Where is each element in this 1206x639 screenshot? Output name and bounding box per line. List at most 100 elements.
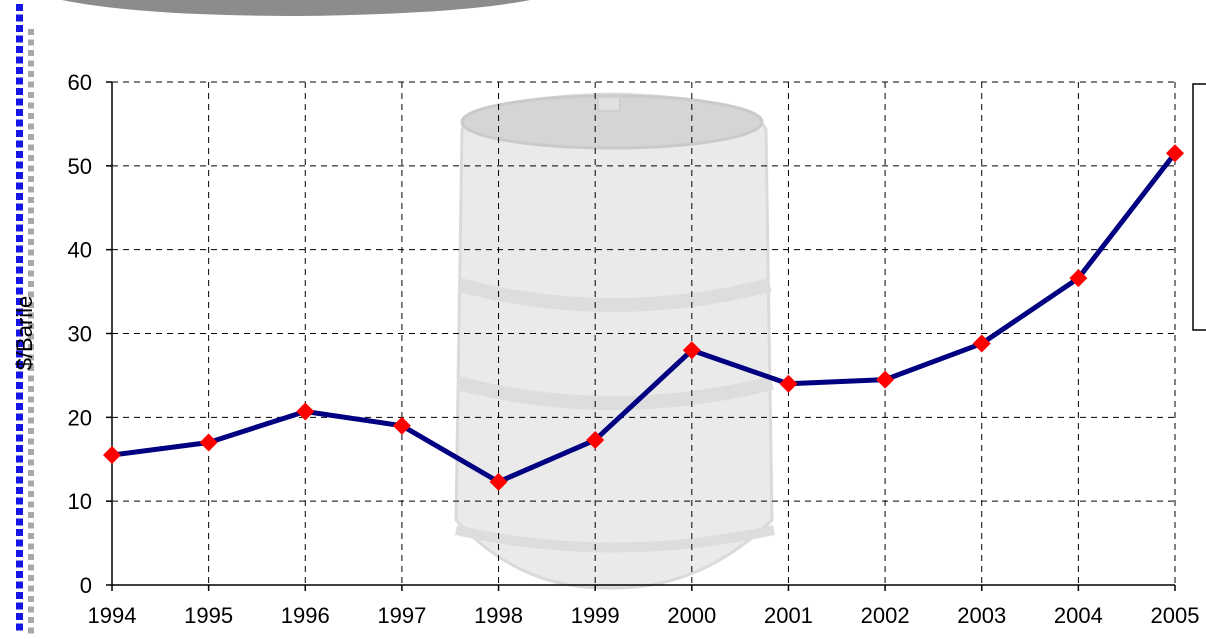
x-tick-label: 2001 [764, 603, 813, 628]
decor-square [28, 270, 34, 277]
decor-square [28, 29, 34, 35]
decor-square [28, 344, 34, 350]
decor-square [16, 497, 23, 505]
decor-square [16, 109, 23, 116]
decor-square [28, 449, 34, 455]
decor-square [16, 329, 23, 337]
y-tick-labels: 0 10 20 30 40 50 60 [68, 70, 92, 598]
decor-square [16, 613, 23, 620]
x-tick-label: 2003 [957, 603, 1006, 628]
decor-square [16, 518, 23, 526]
decor-square [16, 287, 23, 295]
decor-square [16, 298, 23, 305]
decor-square [16, 539, 23, 547]
decor-square [28, 575, 34, 581]
decor-square [28, 512, 34, 518]
series-line [111, 151, 1177, 485]
decor-square [28, 543, 34, 550]
decor-square [28, 585, 34, 592]
decor-square [16, 581, 23, 589]
decor-square [28, 312, 34, 319]
data-point-marker [199, 433, 218, 452]
decor-square [28, 554, 34, 560]
decor-square [16, 571, 23, 578]
decor-square [16, 140, 23, 148]
decor-square [28, 606, 34, 613]
decor-square [16, 623, 23, 631]
decor-square [28, 249, 34, 256]
x-tick-label: 2004 [1054, 603, 1103, 628]
decor-square [16, 224, 23, 232]
y-tick-label: 10 [68, 489, 92, 514]
decor-square [16, 455, 23, 463]
decor-square [16, 413, 23, 421]
x-tick-label: 2002 [861, 603, 910, 628]
decor-square [16, 592, 23, 599]
data-point-marker [682, 341, 701, 360]
decor-square [16, 88, 23, 95]
y-axis-label: $/Barile [12, 296, 37, 371]
decor-square [16, 466, 23, 473]
decor-square [16, 371, 23, 379]
x-tick-label: 2005 [1151, 603, 1200, 628]
decor-square [28, 438, 34, 445]
decor-square [28, 281, 34, 287]
decor-square [28, 428, 34, 434]
decor-square [16, 350, 23, 358]
x-tick-label: 1999 [571, 603, 620, 628]
decor-square [16, 25, 23, 32]
decor-square [28, 239, 34, 245]
decor-square [28, 302, 34, 308]
decor-square [28, 260, 34, 266]
decor-square [16, 340, 23, 347]
decor-square [16, 476, 23, 484]
decor-square [16, 319, 23, 326]
decor-square [16, 56, 23, 64]
decor-square [16, 172, 23, 179]
data-point-marker [103, 446, 121, 465]
decor-square [16, 14, 23, 22]
decor-square [28, 407, 34, 413]
decor-square [28, 291, 34, 298]
x-tick-labels: 1994 1995 1996 1997 1998 1999 2000 2001 2002 2003… [88, 603, 1200, 628]
decor-square [28, 60, 34, 67]
decor-square [16, 193, 23, 200]
decor-square [16, 560, 23, 568]
decor-square [16, 434, 23, 442]
y-tick-label: 0 [80, 573, 92, 598]
decor-square [28, 533, 34, 539]
data-point-marker [1166, 144, 1184, 163]
legend-box [1192, 83, 1206, 331]
decor-square [16, 46, 23, 53]
decor-square [28, 596, 34, 602]
decor-square [16, 487, 23, 494]
decor-square [28, 323, 34, 329]
decor-square [28, 71, 34, 77]
decor-square [16, 161, 23, 169]
decor-square [16, 277, 23, 284]
decor-square [28, 375, 34, 382]
decor-square [16, 98, 23, 106]
decor-square [16, 67, 23, 74]
data-point-marker [489, 472, 508, 491]
decor-square [16, 445, 23, 452]
axes [106, 81, 1176, 591]
decor-square [28, 155, 34, 161]
decor-square [16, 35, 23, 43]
decor-square [28, 81, 34, 88]
decor-square [16, 4, 23, 11]
decor-square [28, 522, 34, 529]
decor-square [16, 151, 23, 158]
decor-square [28, 197, 34, 203]
decor-square [28, 92, 34, 98]
y-tick-label: 40 [68, 238, 92, 263]
decor-square [28, 617, 34, 623]
data-point-marker [876, 370, 895, 389]
data-point-marker [392, 416, 411, 435]
series-layer [103, 144, 1184, 491]
decor-square [16, 245, 23, 253]
decor-square [16, 602, 23, 610]
data-point-marker [586, 430, 605, 449]
decor-square [16, 256, 23, 263]
